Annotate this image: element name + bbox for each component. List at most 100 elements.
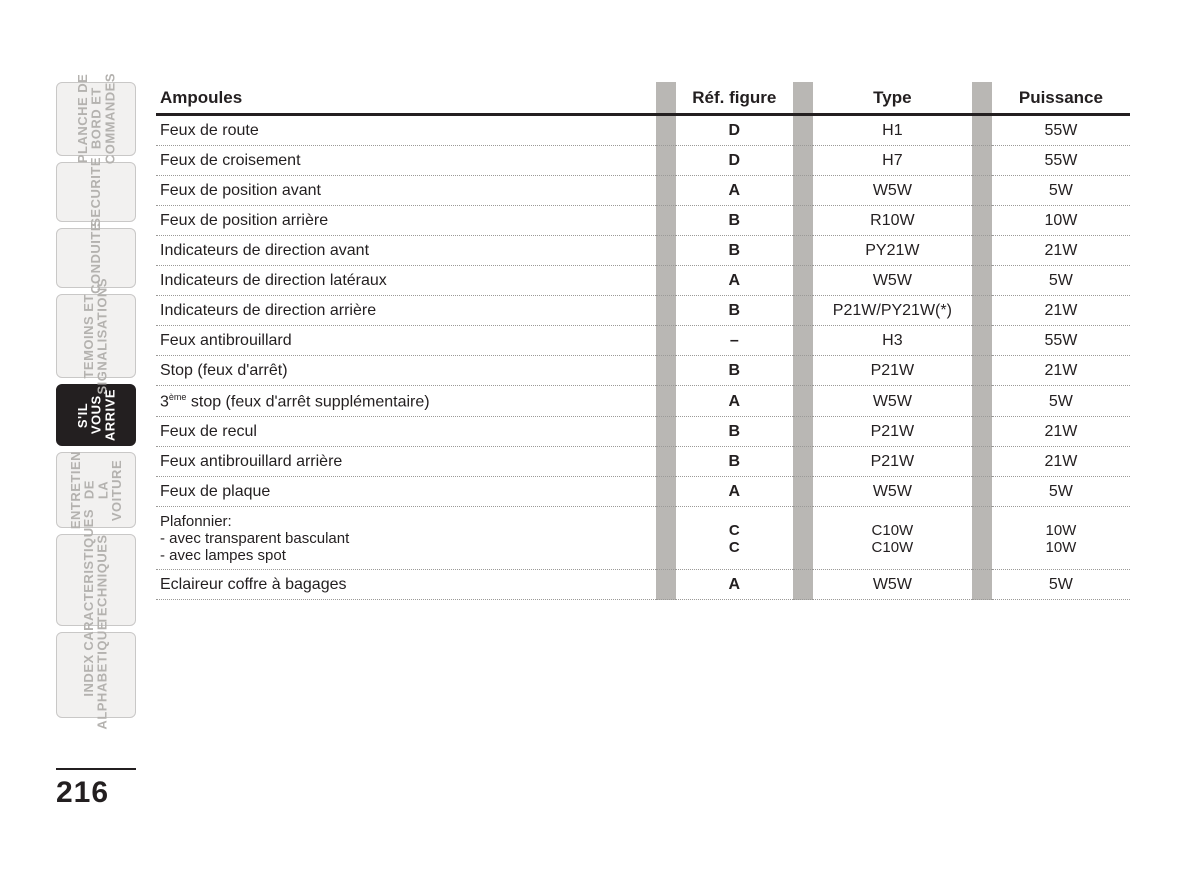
col-sep: [793, 82, 813, 116]
cell-type: P21W/PY21W(*): [813, 296, 972, 326]
cell-name: Indicateurs de direction latéraux: [156, 266, 656, 296]
cell-type: W5W: [813, 477, 972, 507]
cell-sep: [972, 176, 992, 206]
cell-sep: [793, 356, 813, 386]
cell-sep: [793, 266, 813, 296]
cell-name: Feux de recul: [156, 417, 656, 447]
table-row: Indicateurs de direction latérauxAW5W5W: [156, 266, 1130, 296]
cell-sep: [793, 206, 813, 236]
table-row: Feux antibrouillard–H355W: [156, 326, 1130, 356]
cell-ref: CC: [676, 507, 793, 570]
cell-sep: [972, 206, 992, 236]
cell-name: Plafonnier:- avec transparent basculant-…: [156, 507, 656, 570]
cell-sep: [972, 386, 992, 417]
cell-ref: B: [676, 296, 793, 326]
cell-sep: [656, 477, 676, 507]
cell-sep: [972, 296, 992, 326]
cell-sep: [656, 116, 676, 146]
cell-power: 55W: [992, 146, 1130, 176]
cell-power: 10W10W: [992, 507, 1130, 570]
table-row: Feux de routeDH155W: [156, 116, 1130, 146]
table-row: Stop (feux d'arrêt)BP21W21W: [156, 356, 1130, 386]
side-tab-strip: PLANCHE DE BORD ET COMMANDESSECURITECOND…: [56, 82, 136, 718]
cell-name: Stop (feux d'arrêt): [156, 356, 656, 386]
table-row: Feux de position avantAW5W5W: [156, 176, 1130, 206]
cell-sep: [793, 146, 813, 176]
cell-type: P21W: [813, 447, 972, 477]
cell-ref: –: [676, 326, 793, 356]
cell-power: 5W: [992, 477, 1130, 507]
cell-power: 21W: [992, 296, 1130, 326]
cell-type: C10WC10W: [813, 507, 972, 570]
manual-page: PLANCHE DE BORD ET COMMANDESSECURITECOND…: [0, 0, 1200, 882]
cell-sep: [972, 266, 992, 296]
table-row: Feux de position arrière B R10W 10W: [156, 206, 1130, 236]
side-tab-6[interactable]: CARACTERISTIQUES TECHNIQUES: [56, 534, 136, 626]
cell-sep: [793, 417, 813, 447]
cell-power: 55W: [992, 116, 1130, 146]
side-tab-label: TEMOINS ET SIGNALISATIONS: [82, 278, 109, 395]
side-tab-7[interactable]: INDEX ALPHABETIQUE: [56, 632, 136, 718]
side-tab-1[interactable]: SECURITE: [56, 162, 136, 222]
side-tab-4[interactable]: S'IL VOUS ARRIVE: [56, 384, 136, 446]
cell-sep: [793, 236, 813, 266]
cell-name: Feux de position arrière: [156, 206, 656, 236]
cell-sep: [656, 146, 676, 176]
table-row: Feux de plaqueAW5W5W: [156, 477, 1130, 507]
cell-ref: B: [676, 206, 793, 236]
cell-type: W5W: [813, 266, 972, 296]
side-tab-label: S'IL VOUS ARRIVE: [76, 389, 117, 441]
cell-sep: [793, 296, 813, 326]
cell-ref: D: [676, 116, 793, 146]
cell-sep: [793, 386, 813, 417]
cell-ref: A: [676, 386, 793, 417]
col-ampoules: Ampoules: [156, 82, 656, 116]
cell-name: Feux de position avant: [156, 176, 656, 206]
cell-sep: [972, 116, 992, 146]
table-row: Feux de recul B P21W 21W: [156, 417, 1130, 447]
cell-power: 21W: [992, 356, 1130, 386]
cell-type: R10W: [813, 206, 972, 236]
cell-ref: B: [676, 356, 793, 386]
cell-sep: [656, 206, 676, 236]
cell-ref: B: [676, 236, 793, 266]
cell-sep: [972, 236, 992, 266]
col-sep: [656, 82, 676, 116]
cell-type: W5W: [813, 570, 972, 600]
cell-sep: [972, 570, 992, 600]
col-ref: Réf. figure: [676, 82, 793, 116]
cell-sep: [656, 296, 676, 326]
cell-name: Indicateurs de direction arrière: [156, 296, 656, 326]
col-power: Puissance: [992, 82, 1130, 116]
cell-sep: [656, 507, 676, 570]
page-number: 216: [56, 768, 136, 810]
bulbs-table: Ampoules Réf. figure Type Puissance Feux…: [156, 82, 1130, 600]
cell-power: 10W: [992, 206, 1130, 236]
cell-sep: [793, 116, 813, 146]
side-tab-3[interactable]: TEMOINS ET SIGNALISATIONS: [56, 294, 136, 378]
table-row: Indicateurs de direction arrière B P21W/PY…: [156, 296, 1130, 326]
cell-sep: [656, 266, 676, 296]
cell-ref: A: [676, 176, 793, 206]
side-tab-0[interactable]: PLANCHE DE BORD ET COMMANDES: [56, 82, 136, 156]
cell-power: 21W: [992, 417, 1130, 447]
cell-sep: [972, 507, 992, 570]
cell-sep: [656, 570, 676, 600]
cell-power: 5W: [992, 386, 1130, 417]
table-row: 3ème stop (feux d'arrêt supplémentaire) A…: [156, 386, 1130, 417]
cell-sep: [793, 176, 813, 206]
cell-name: Feux de croisement: [156, 146, 656, 176]
cell-sep: [656, 326, 676, 356]
cell-sep: [656, 236, 676, 266]
table-row: Feux antibrouillard arrièreBP21W21W: [156, 447, 1130, 477]
cell-type: P21W: [813, 417, 972, 447]
cell-ref: B: [676, 417, 793, 447]
cell-name: 3ème stop (feux d'arrêt supplémentaire): [156, 386, 656, 417]
cell-name: Feux antibrouillard arrière: [156, 447, 656, 477]
cell-name: Eclaireur coffre à bagages: [156, 570, 656, 600]
cell-sep: [656, 417, 676, 447]
cell-power: 5W: [992, 176, 1130, 206]
cell-sep: [793, 477, 813, 507]
cell-sep: [656, 386, 676, 417]
cell-name: Indicateurs de direction avant: [156, 236, 656, 266]
